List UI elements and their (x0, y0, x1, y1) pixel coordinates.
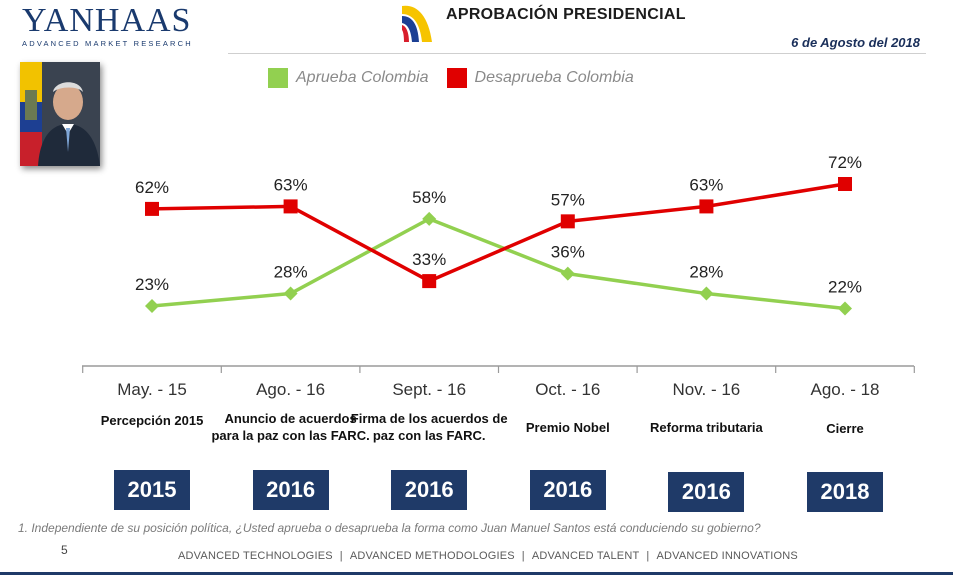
x-tick-label: Nov. - 16 (673, 380, 741, 399)
president-portrait (20, 62, 100, 166)
approve-data-label: 36% (551, 243, 585, 262)
approve-data-label: 58% (412, 188, 446, 207)
legend-item-disapprove: Desaprueba Colombia (446, 68, 634, 88)
page-number: 5 (61, 543, 68, 557)
footer-bar (0, 572, 953, 575)
footer-item: ADVANCED INNOVATIONS (656, 550, 798, 562)
approve-data-label: 28% (274, 263, 308, 282)
disapprove-data-label: 62% (135, 178, 169, 197)
x-tick-label: Sept. - 16 (392, 380, 466, 399)
yanhaas-logo: YANHAAS ADVANCED MARKET RESEARCH (22, 4, 192, 52)
approve-data-point (283, 286, 298, 301)
footer-separator: | (339, 550, 343, 562)
footer-tagline: ADVANCED TECHNOLOGIES | ADVANCED METHODOLO… (178, 550, 798, 562)
x-tick-label: May. - 15 (117, 380, 187, 399)
approve-data-label: 23% (135, 275, 169, 294)
approval-line-chart: May. - 15 Ago. - 16 Sept. - 16 Oct. - 16 Nov… (82, 153, 915, 399)
disapprove-data-label: 57% (551, 190, 585, 209)
disapprove-data-label: 33% (412, 250, 446, 269)
legend-swatch-disapprove (446, 68, 467, 88)
footer-item: ADVANCED METHODOLOGIES (349, 550, 515, 562)
portrait-illustration (20, 62, 100, 166)
chart-legend: Aprueba Colombia Desaprueba Colombia (268, 68, 634, 88)
x-tick-label: Oct. - 16 (535, 380, 600, 399)
page-title: APROBACIÓN PRESIDENCIAL (446, 6, 686, 23)
approve-data-label: 22% (828, 277, 862, 296)
legend-label-approve: Aprueba Colombia (296, 69, 429, 86)
legend-item-approve: Aprueba Colombia (268, 68, 429, 88)
approve-data-point (422, 211, 437, 226)
colombia-flag-icon (402, 5, 432, 42)
disapprove-data-point (145, 201, 159, 216)
approve-data-point (699, 286, 714, 301)
year-badge: 2016 (529, 470, 606, 510)
legend-swatch-approve (268, 68, 288, 88)
event-label: Cierre (826, 421, 864, 436)
approve-data-point (560, 266, 575, 281)
year-badge: 2016 (252, 470, 329, 510)
year-badge: 2016 (668, 472, 745, 512)
disapprove-data-point (699, 199, 714, 214)
disapprove-data-point (560, 214, 575, 229)
footer-separator: | (646, 550, 650, 562)
disapprove-data-point (283, 199, 298, 214)
logo-wordmark: YANHAAS (22, 2, 192, 39)
disapprove-data-label: 72% (828, 153, 862, 172)
legend-label-disapprove: Desaprueba Colombia (474, 69, 634, 86)
event-label: Reforma tributaria (650, 420, 763, 435)
x-tick-label: Ago. - 16 (256, 380, 325, 399)
year-badge: 2015 (114, 470, 190, 510)
year-badge: 2018 (807, 472, 883, 512)
event-label: Percepción 2015 (100, 413, 204, 428)
disapprove-data-point (838, 177, 852, 191)
logo-tagline: ADVANCED MARKET RESEARCH (22, 39, 193, 48)
approve-data-point (838, 301, 852, 316)
survey-question-footnote: 1. Independiente de su posición política… (18, 521, 761, 535)
x-tick-label: Ago. - 18 (811, 380, 880, 399)
event-label: Premio Nobel (525, 420, 610, 435)
footer-item: ADVANCED TECHNOLOGIES (178, 550, 333, 562)
header-divider (228, 53, 926, 54)
footer-item: ADVANCED TALENT (531, 550, 640, 562)
disapprove-series-line (151, 182, 846, 283)
footer-separator: | (521, 550, 525, 562)
event-label: Anuncio de acuerdos para la paz con las … (211, 411, 370, 443)
year-badge: 2016 (391, 470, 468, 510)
approve-data-point (145, 299, 159, 313)
disapprove-data-label: 63% (274, 175, 308, 194)
approve-data-label: 28% (689, 263, 723, 282)
approve-series-line (151, 217, 846, 311)
disapprove-data-label: 63% (689, 175, 723, 194)
event-label: Firma de los acuerdos de paz con las FAR… (350, 411, 508, 443)
report-date: 6 de Agosto del 2018 (791, 35, 920, 50)
disapprove-data-point (422, 274, 437, 289)
